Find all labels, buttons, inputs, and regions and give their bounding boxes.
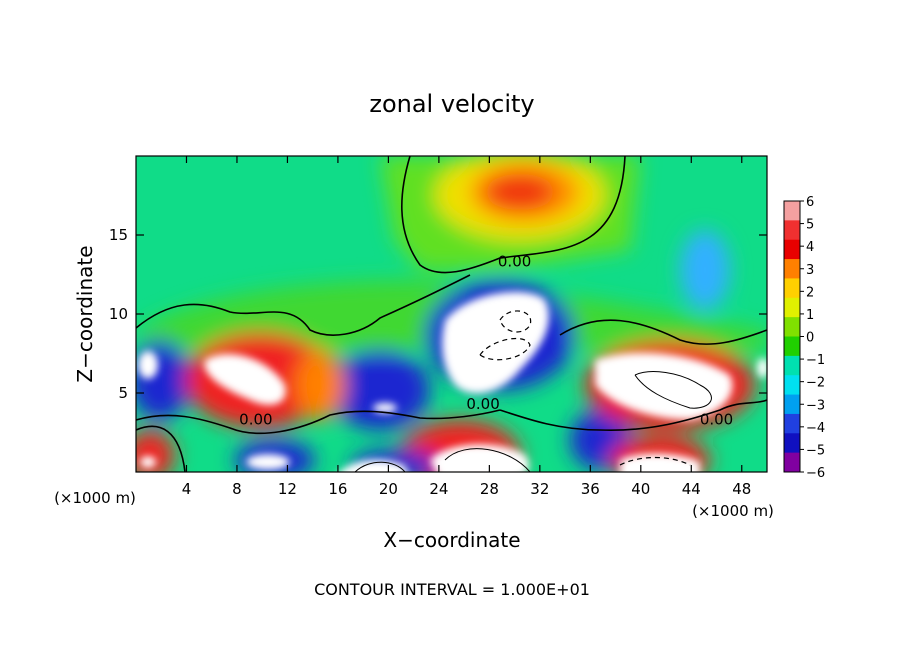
colorbar-segment [784, 336, 800, 357]
x-tick-label: 44 [682, 480, 701, 498]
y-tick-label: 15 [109, 226, 128, 244]
y-axis-label: Z−coordinate [73, 245, 97, 382]
colorbar-segment [784, 375, 800, 396]
colorbar-tick-label: −5 [806, 443, 825, 458]
colorbar-tick-label: 4 [806, 240, 814, 255]
contour-label: 0.00 [498, 253, 531, 271]
colorbar-tick-label: 5 [806, 218, 814, 233]
colorbar-segment [784, 201, 800, 221]
colorbar-tick-label: 2 [806, 285, 814, 300]
contour-label: 0.00 [700, 411, 733, 429]
colorbar-segment [784, 452, 800, 473]
y-tick-label: 5 [118, 384, 128, 402]
x-tick-label: 12 [278, 480, 297, 498]
colorbar-tick-label: −6 [806, 466, 825, 481]
contour-label: 0.00 [466, 395, 499, 413]
colorbar-tick-label: −2 [806, 376, 825, 391]
x-tick-label: 36 [581, 480, 600, 498]
contour-lines [136, 156, 767, 472]
x-tick-label: 32 [530, 480, 549, 498]
x-axis-label: X−coordinate [383, 528, 520, 552]
colorbar-segment [784, 259, 800, 279]
colorbar-tick-label: 0 [806, 331, 814, 346]
colorbar: 6 5 4 3 2 1 0 −1 −2 −3 −4 −5 −6 [783, 195, 825, 481]
colorbar-segment [784, 297, 800, 318]
colorbar-tick-label: −3 [806, 398, 825, 413]
colorbar-segment [784, 413, 800, 434]
colorbar-segment [784, 278, 800, 299]
x-tick-label: 4 [182, 480, 192, 498]
contour-label: 0.00 [239, 411, 272, 429]
x-tick-label: 16 [328, 480, 347, 498]
x-tick-label: 24 [429, 480, 448, 498]
velocity-field: 0.00 0.00 0.00 0.00 [136, 156, 767, 472]
x-tick-label: 40 [631, 480, 650, 498]
x-tick-label: 20 [379, 480, 398, 498]
x-tick-label: 48 [732, 480, 751, 498]
y-axis: 5 10 15 [109, 226, 767, 402]
x-tick-label: 28 [480, 480, 499, 498]
colorbar-segment [784, 394, 800, 415]
colorbar-segment [784, 433, 800, 454]
chart-title: zonal velocity [369, 90, 534, 118]
colorbar-tick-label: −4 [806, 421, 825, 436]
x-unit-right: (×1000 m) [692, 502, 774, 520]
colorbar-tick-label: −1 [806, 353, 825, 368]
colorbar-segment [784, 355, 800, 376]
x-tick-label: 8 [232, 480, 242, 498]
colorbar-segment [784, 317, 800, 337]
colorbar-segment [784, 220, 800, 241]
y-tick-label: 10 [109, 305, 128, 323]
colorbar-tick-label: 3 [806, 263, 814, 278]
contour-interval-note: CONTOUR INTERVAL = 1.000E+01 [314, 580, 590, 599]
x-axis: 4 8 12 16 20 24 28 32 36 40 44 48 [182, 156, 751, 498]
colorbar-segment [784, 239, 800, 260]
colorbar-tick-label: 6 [806, 195, 814, 210]
colorbar-tick-label: 1 [806, 308, 814, 323]
x-unit-left: (×1000 m) [54, 489, 136, 507]
